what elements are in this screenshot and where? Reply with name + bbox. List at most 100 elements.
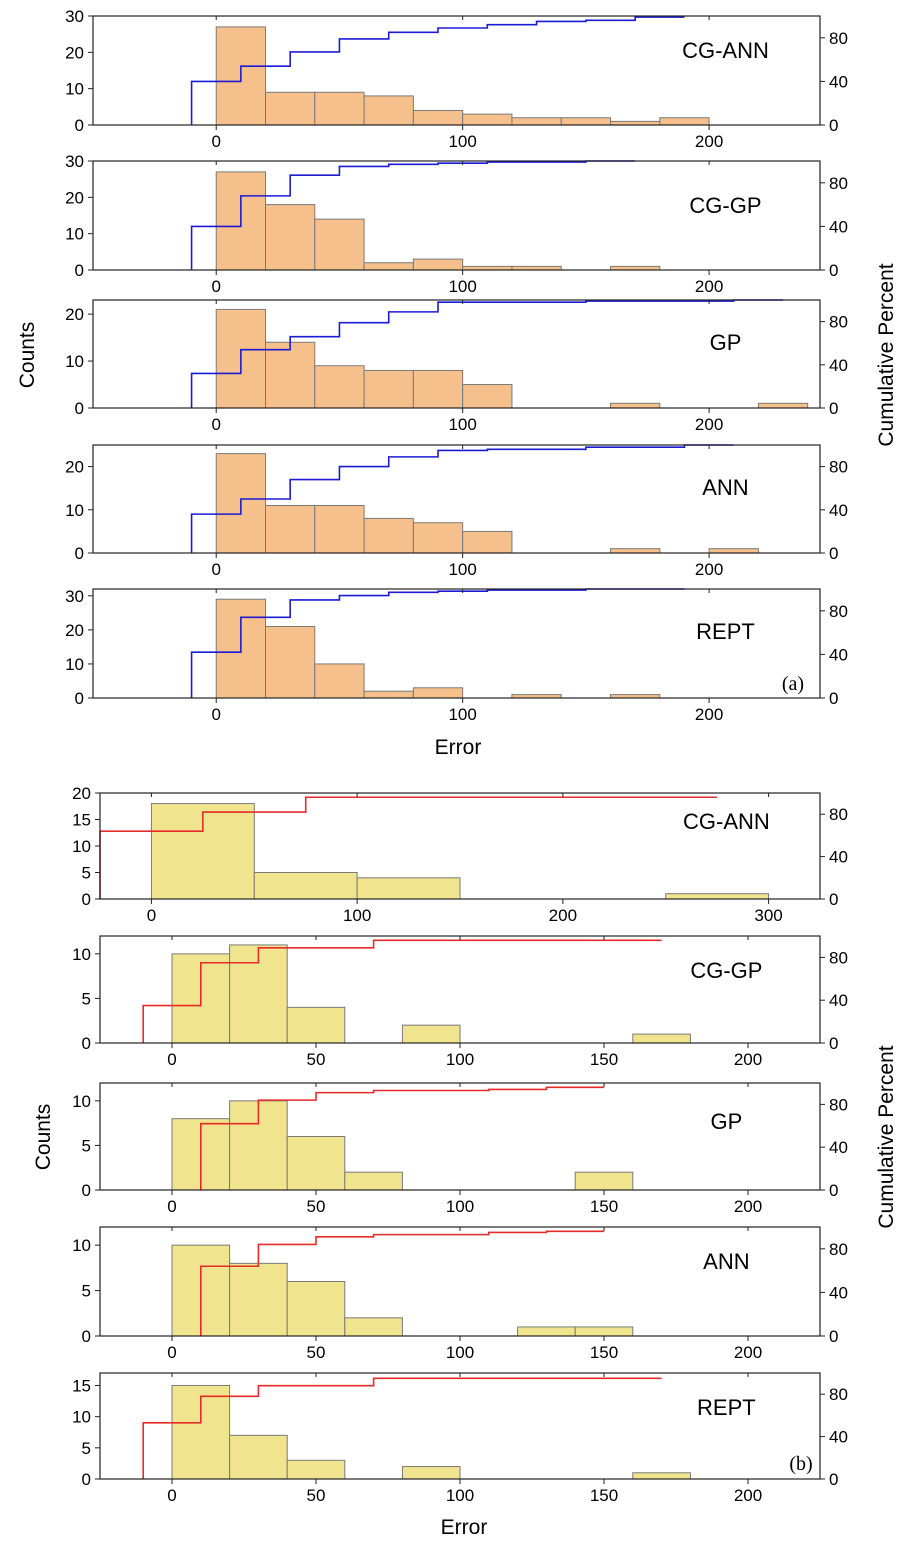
panel-a-cg-ann-y-tick-label: 0 bbox=[75, 116, 84, 135]
panel-a-ann-y-tick-label: 0 bbox=[75, 544, 84, 563]
panel-b-cg-gp-x-tick-label: 100 bbox=[446, 1050, 474, 1069]
panel-b-cg-ann-y2-tick-label: 40 bbox=[829, 848, 848, 867]
panel-b-rept-x-tick-label: 200 bbox=[734, 1486, 762, 1505]
panel-a-cg-ann-x-tick-label: 0 bbox=[211, 132, 220, 151]
panel-a-cg-gp-bar bbox=[412, 258, 464, 271]
panel-a-cg-ann-y2-tick-label: 0 bbox=[829, 116, 838, 135]
panel-a-cg-gp-y-tick-label: 10 bbox=[65, 225, 84, 244]
panel-b-tag: (b) bbox=[789, 1453, 812, 1475]
panel-b-ann-bar bbox=[286, 1281, 346, 1337]
panel-a-rept-model-label: REPT bbox=[696, 619, 755, 644]
panel-a-cg-gp-bar bbox=[363, 262, 414, 271]
panel-b-ann-bar bbox=[229, 1262, 288, 1337]
panel-b-cg-ann-x-tick-label: 200 bbox=[549, 906, 577, 925]
panel-a-gp-x-tick-label: 0 bbox=[211, 415, 220, 434]
panel-b-cg-ann-y-tick-label: 20 bbox=[72, 784, 91, 803]
panel-a-gp-y2-tick-label: 80 bbox=[829, 313, 848, 332]
panel-b-cumulative-axis-title: Cumulative Percent bbox=[875, 1045, 898, 1228]
panel-a-gp-bar bbox=[363, 369, 414, 409]
panel-a-cg-gp-y-tick-label: 20 bbox=[65, 188, 84, 207]
panel-b-cg-gp-x-tick-label: 0 bbox=[167, 1050, 176, 1069]
panel-b-rept-bar bbox=[286, 1459, 346, 1480]
panel-b-rept-x-tick-label: 150 bbox=[590, 1486, 618, 1505]
panel-b-cg-ann-y2-tick-label: 80 bbox=[829, 805, 848, 824]
panel-b-cg-ann-cumulative-line bbox=[99, 796, 718, 899]
panel-a-error-axis-title: Error bbox=[435, 736, 482, 759]
panel-a-cg-ann-bar bbox=[659, 117, 710, 126]
panel-a-ann-bar bbox=[265, 504, 316, 554]
panel-a-rept-bar bbox=[265, 625, 316, 699]
panel-b-error-axis-title: Error bbox=[441, 1516, 488, 1539]
panel-a-ann-bar bbox=[363, 517, 414, 554]
panel-b-ann-x-tick-label: 50 bbox=[307, 1343, 326, 1362]
panel-a-gp-y-tick-label: 10 bbox=[65, 352, 84, 371]
panel-b-ann-bar bbox=[344, 1317, 403, 1337]
panel-a-cg-gp-x-tick-label: 0 bbox=[211, 277, 220, 296]
panel-a-cg-gp-bar bbox=[265, 204, 316, 271]
panel-b-cg-ann-x-tick-label: 100 bbox=[343, 906, 371, 925]
panel-a-gp-model-label: GP bbox=[710, 330, 742, 355]
panel-b-gp-y2-tick-label: 0 bbox=[829, 1181, 838, 1200]
panel-b-ann-bar bbox=[517, 1326, 576, 1337]
panel-b-ann-bar bbox=[574, 1326, 634, 1337]
panel-b-cg-ann-bar bbox=[356, 877, 461, 900]
panel-a-cg-ann-cumulative-line bbox=[190, 16, 685, 125]
panel-b-ann-cumulative-line bbox=[200, 1230, 604, 1336]
panel-b-cg-gp-x-tick-label: 50 bbox=[307, 1050, 326, 1069]
panel-a-gp-frame bbox=[92, 299, 821, 409]
panel-a-rept-y-tick-label: 10 bbox=[65, 655, 84, 674]
panel-b-cg-gp-x-tick-label: 150 bbox=[590, 1050, 618, 1069]
panel-b-cg-gp-y2-tick-label: 0 bbox=[829, 1034, 838, 1053]
panel-a-ann-model-label: ANN bbox=[702, 475, 748, 500]
panel-a-gp-bar bbox=[265, 341, 316, 409]
panel-b-rept-y2-tick-label: 0 bbox=[829, 1470, 838, 1489]
panel-a-cg-ann-subplot: 0 10 20 30 0 40 80 0 100 200 CG-ANN bbox=[65, 7, 848, 151]
panel-b-gp-model-label: GP bbox=[711, 1109, 743, 1134]
panel-a-ann-y-tick-label: 10 bbox=[65, 501, 84, 520]
panel-b-rept-x-tick-label: 50 bbox=[307, 1486, 326, 1505]
panel-a-gp-bar bbox=[610, 402, 661, 409]
panel-b-gp-bar bbox=[286, 1136, 346, 1191]
panel-a-ann-y2-tick-label: 0 bbox=[829, 544, 838, 563]
panel-a-cg-gp-y-tick-label: 0 bbox=[75, 261, 84, 280]
panel-a-tag: (a) bbox=[782, 673, 804, 695]
panel-b-rept-bar bbox=[229, 1434, 288, 1480]
panel-a-rept-x-tick-label: 0 bbox=[211, 705, 220, 724]
panel-b-ann-x-tick-label: 100 bbox=[446, 1343, 474, 1362]
panel-a-gp-bar bbox=[757, 402, 809, 409]
panel-b-rept-y2-tick-label: 80 bbox=[829, 1385, 848, 1404]
panel-b-cg-ann-y2-tick-label: 0 bbox=[829, 890, 838, 909]
panel-b-cg-gp-model-label: CG-GP bbox=[690, 958, 762, 983]
panel-a-rept-y-tick-label: 30 bbox=[65, 587, 84, 606]
panel-b-rept-y-tick-label: 0 bbox=[82, 1470, 91, 1489]
panel-a-cg-ann-frame bbox=[92, 15, 821, 126]
panel-b-cg-gp-y-tick-label: 10 bbox=[72, 945, 91, 964]
panel-a-ann-bar bbox=[610, 548, 661, 554]
panel-a-ann-bar bbox=[462, 530, 513, 554]
panel-a-gp-bar bbox=[412, 369, 464, 409]
panel-a-cg-ann-model-label: CG-ANN bbox=[682, 38, 769, 63]
panel-a-rept-frame bbox=[92, 588, 821, 699]
panel-a-gp-y2-tick-label: 40 bbox=[829, 356, 848, 375]
panel-a-ann-frame bbox=[92, 444, 821, 554]
panel-a-ann-y2-tick-label: 40 bbox=[829, 501, 848, 520]
panel-b-rept-bar bbox=[401, 1466, 461, 1480]
panel-b-cg-ann-y-tick-label: 10 bbox=[72, 837, 91, 856]
panel-a-cg-gp-subplot: 0 10 20 30 0 40 80 0 100 200 CG-GP bbox=[65, 152, 848, 296]
panel-b-rept-bar bbox=[632, 1472, 691, 1480]
panel-b-gp-x-tick-label: 100 bbox=[446, 1197, 474, 1216]
panel-b-gp-x-tick-label: 0 bbox=[167, 1197, 176, 1216]
panel-b-counts-axis-title: Counts bbox=[32, 1104, 55, 1171]
panel-a-rept-y2-tick-label: 40 bbox=[829, 645, 848, 664]
panel-a-rept-y-tick-label: 20 bbox=[65, 621, 84, 640]
panel-b-ann-y-tick-label: 0 bbox=[82, 1327, 91, 1346]
panel-a-ann-bar bbox=[412, 522, 464, 554]
panel-b-ann-x-tick-label: 0 bbox=[167, 1343, 176, 1362]
